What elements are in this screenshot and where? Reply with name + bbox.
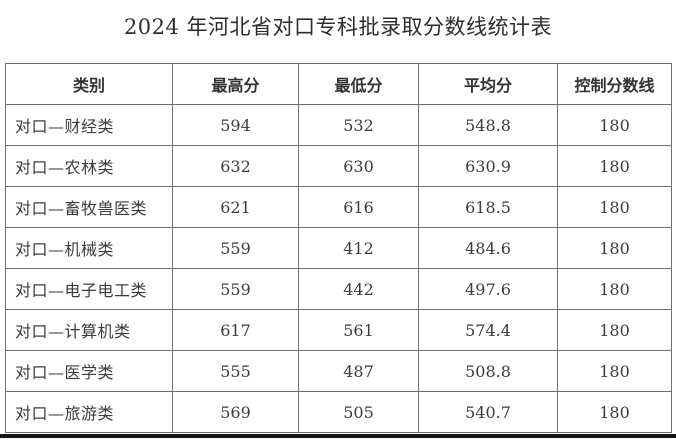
control-line-cell: 180	[557, 268, 672, 310]
header-control-line: 控制分数线	[557, 63, 672, 105]
header-min-score: 最低分	[298, 63, 419, 105]
category-cell: 对口—旅游类	[5, 391, 173, 433]
table-row: 对口—畜牧兽医类 621 616 618.5 180	[5, 186, 672, 228]
min-score-cell: 505	[298, 391, 419, 433]
header-category: 类别	[5, 63, 173, 105]
max-score-cell: 559	[172, 268, 299, 310]
category-cell: 对口—电子电工类	[5, 268, 173, 310]
control-line-cell: 180	[557, 145, 672, 187]
max-score-cell: 594	[172, 104, 299, 146]
table-row: 对口—农林类 632 630 630.9 180	[5, 145, 672, 187]
page-title: 2024 年河北省对口专科批录取分数线统计表	[123, 15, 553, 39]
max-score-cell: 617	[172, 309, 299, 351]
min-score-cell: 616	[298, 186, 419, 228]
avg-score-cell: 484.6	[418, 227, 558, 269]
table-row: 对口—医学类 555 487 508.8 180	[5, 350, 672, 392]
category-cell: 对口—畜牧兽医类	[5, 186, 173, 228]
min-score-cell: 630	[298, 145, 419, 187]
min-score-cell: 412	[298, 227, 419, 269]
category-cell: 对口—财经类	[5, 104, 173, 146]
category-cell: 对口—机械类	[5, 227, 173, 269]
control-line-cell: 180	[557, 186, 672, 228]
avg-score-cell: 508.8	[418, 350, 558, 392]
avg-score-cell: 540.7	[418, 391, 558, 433]
avg-score-cell: 630.9	[418, 145, 558, 187]
table-row: 对口—旅游类 569 505 540.7 180	[5, 391, 672, 433]
max-score-cell: 569	[172, 391, 299, 433]
avg-score-cell: 574.4	[418, 309, 558, 351]
bottom-divider-rule	[0, 434, 676, 438]
max-score-cell: 555	[172, 350, 299, 392]
table-row: 对口—电子电工类 559 442 497.6 180	[5, 268, 672, 310]
header-row: 类别 最高分 最低分 平均分 控制分数线	[5, 63, 672, 105]
table-row: 对口—机械类 559 412 484.6 180	[5, 227, 672, 269]
min-score-cell: 532	[298, 104, 419, 146]
avg-score-cell: 548.8	[418, 104, 558, 146]
control-line-cell: 180	[557, 391, 672, 433]
control-line-cell: 180	[557, 350, 672, 392]
max-score-cell: 559	[172, 227, 299, 269]
score-table: 类别 最高分 最低分 平均分 控制分数线 对口—财经类 594 532 548.…	[5, 63, 672, 433]
table-row: 对口—计算机类 617 561 574.4 180	[5, 309, 672, 351]
header-avg-score: 平均分	[418, 63, 558, 105]
category-cell: 对口—农林类	[5, 145, 173, 187]
min-score-cell: 487	[298, 350, 419, 392]
max-score-cell: 632	[172, 145, 299, 187]
header-max-score: 最高分	[172, 63, 299, 105]
table-row: 对口—财经类 594 532 548.8 180	[5, 104, 672, 146]
min-score-cell: 561	[298, 309, 419, 351]
category-cell: 对口—医学类	[5, 350, 173, 392]
control-line-cell: 180	[557, 227, 672, 269]
category-cell: 对口—计算机类	[5, 309, 173, 351]
avg-score-cell: 618.5	[418, 186, 558, 228]
max-score-cell: 621	[172, 186, 299, 228]
min-score-cell: 442	[298, 268, 419, 310]
control-line-cell: 180	[557, 309, 672, 351]
table-wrapper: 类别 最高分 最低分 平均分 控制分数线 对口—财经类 594 532 548.…	[5, 63, 672, 433]
avg-score-cell: 497.6	[418, 268, 558, 310]
control-line-cell: 180	[557, 104, 672, 146]
